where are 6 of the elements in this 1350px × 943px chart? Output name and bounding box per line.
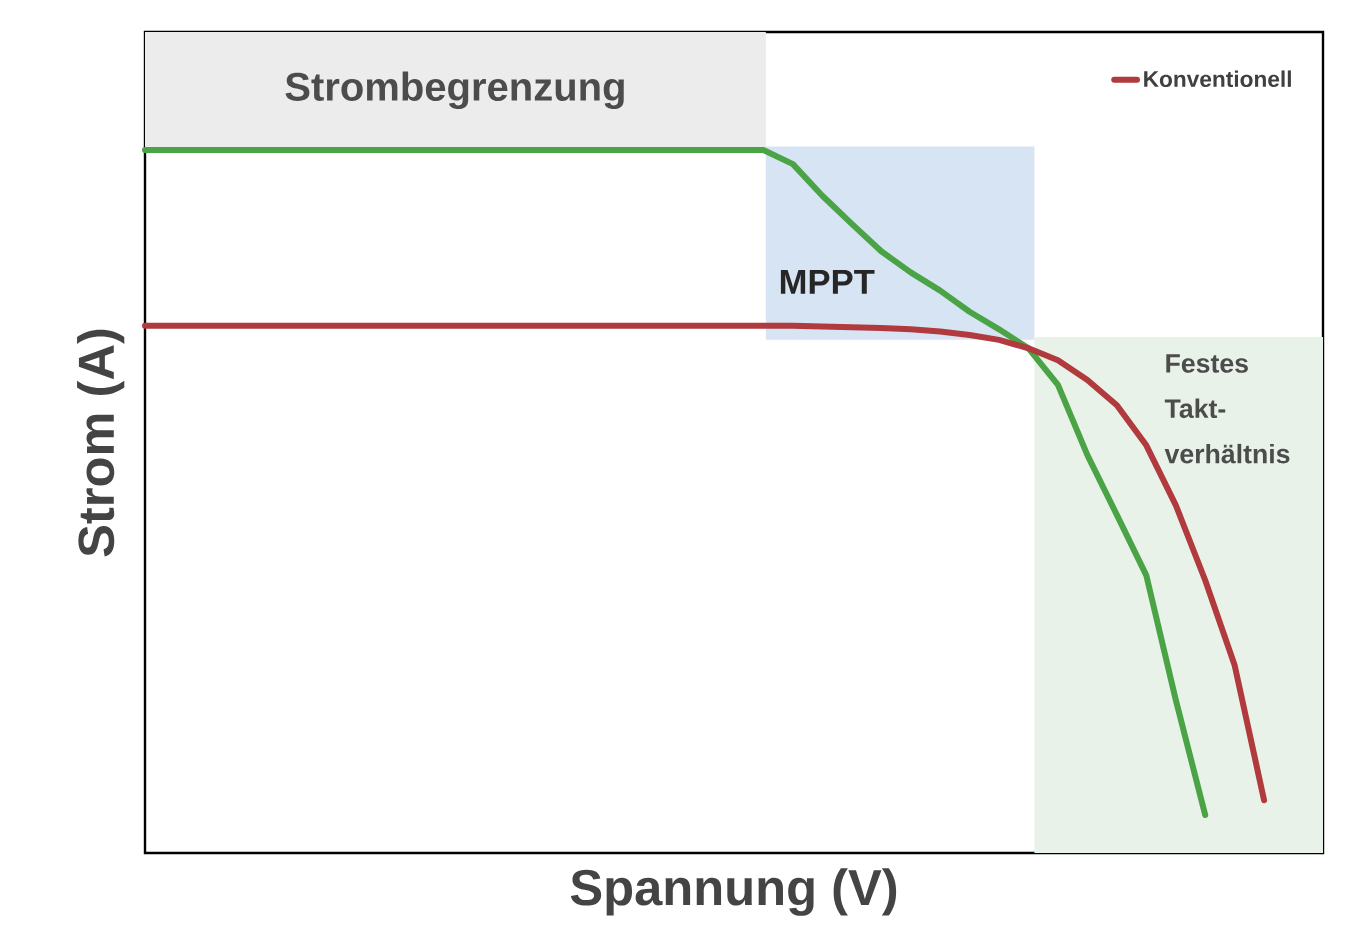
y-axis-title: Strom (A) — [77, 329, 125, 557]
x-axis-title: Spannung (V) — [570, 868, 897, 916]
annotation: Festes Takt-verhältnis — [1164, 354, 1290, 464]
legend-label: Konventionell — [1144, 70, 1291, 88]
text: Strombegrenzung — [285, 71, 624, 110]
band-label: MPPT — [780, 269, 875, 294]
